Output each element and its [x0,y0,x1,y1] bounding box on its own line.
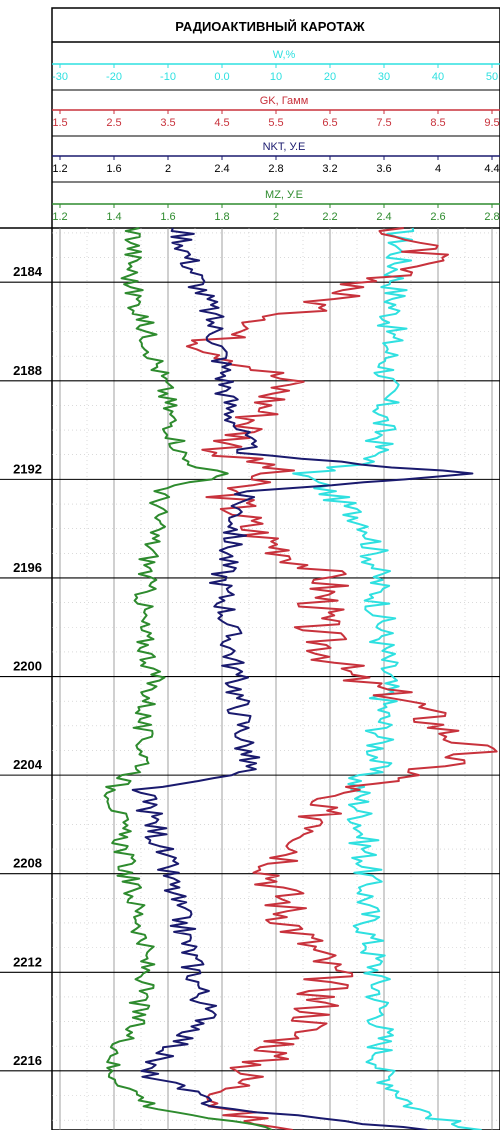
tick-label: 1.4 [106,211,121,223]
tick-label: 1.8 [214,211,229,223]
depth-label: 2212 [13,954,42,969]
tick-label: 2 [273,211,279,223]
tick-label: 2.2 [322,211,337,223]
track-name-0: W,% [273,49,296,61]
tick-label: 2.4 [214,163,229,175]
depth-label: 2216 [13,1053,42,1068]
tick-label: 7.5 [376,117,391,129]
tick-label: 3.6 [376,163,391,175]
tick-label: 5.5 [268,117,283,129]
tick-label: 3.2 [322,163,337,175]
tick-label: 40 [432,71,444,83]
tick-label: 9.5 [484,117,499,129]
depth-label: 2184 [13,264,43,279]
depth-label: 2188 [13,363,42,378]
tick-label: 1.2 [52,163,67,175]
tick-label: 6.5 [322,117,337,129]
depth-label: 2208 [13,856,42,871]
tick-label: 2.4 [376,211,391,223]
depth-label: 2192 [13,461,42,476]
tick-label: -20 [106,71,122,83]
tick-label: 8.5 [430,117,445,129]
track-name-1: GK, Гамм [260,95,309,107]
tick-label: 4.4 [484,163,499,175]
tick-label: 2 [165,163,171,175]
tick-label: 2.5 [106,117,121,129]
tick-label: 3.5 [160,117,175,129]
tick-label: 20 [324,71,336,83]
tick-label: 4.5 [214,117,229,129]
depth-label: 2204 [13,757,43,772]
depth-label: 2200 [13,659,42,674]
tick-label: 30 [378,71,390,83]
tick-label: 10 [270,71,282,83]
track-name-2: NKT, У.Е [263,141,306,153]
depth-label: 2196 [13,560,42,575]
tick-label: -10 [160,71,176,83]
tick-label: -30 [52,71,68,83]
series-line-0 [292,227,482,1130]
series-line-1 [185,227,498,1130]
tick-label: 0.0 [214,71,229,83]
tick-label: 1.5 [52,117,67,129]
plot-frame [51,7,500,1130]
tick-label: 2.6 [430,211,445,223]
track-name-3: MZ, У.Е [265,189,303,201]
tick-label: 4 [435,163,441,175]
series-line-3 [103,227,273,1130]
tick-label: 1.6 [160,211,175,223]
tick-label: 50 [486,71,498,83]
tick-label: 1.6 [106,163,121,175]
series-line-2 [131,227,474,1130]
chart-title: РАДИОАКТИВНЫЙ КАРОТАЖ [175,19,365,34]
tick-label: 1.2 [52,211,67,223]
tick-label: 2.8 [268,163,283,175]
tick-label: 2.8 [484,211,499,223]
